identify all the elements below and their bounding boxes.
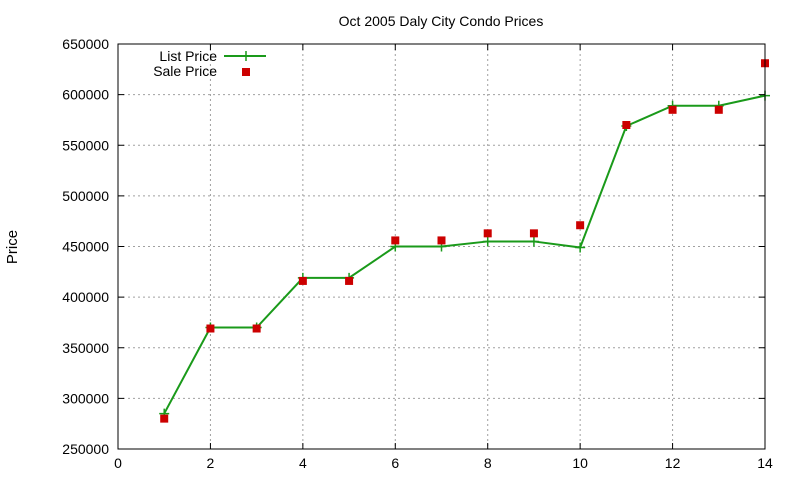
x-tick-label: 10 xyxy=(572,455,588,471)
y-tick-label: 250000 xyxy=(62,441,109,457)
legend: List Price Sale Price xyxy=(153,48,266,79)
legend-marker-list-price xyxy=(241,51,251,61)
sale-price-point xyxy=(622,121,631,129)
series-layer xyxy=(159,59,770,423)
sale-price-point xyxy=(298,276,307,285)
y-tick-label: 450000 xyxy=(62,239,109,255)
legend-label-list-price: List Price xyxy=(159,48,217,64)
sale-price-point xyxy=(206,324,215,333)
sale-price-point xyxy=(483,229,492,238)
y-tick-label: 400000 xyxy=(62,289,109,305)
y-axis-label: Price xyxy=(4,230,21,264)
list-price-point xyxy=(528,236,539,247)
x-tick-label: 14 xyxy=(757,455,773,471)
x-tick-label: 6 xyxy=(391,455,399,471)
sale-price-point xyxy=(160,414,169,423)
chart-title: Oct 2005 Daly City Condo Prices xyxy=(339,13,544,29)
x-tick-label: 0 xyxy=(114,455,122,471)
x-tick-label: 12 xyxy=(665,455,681,471)
y-tick-label: 650000 xyxy=(62,36,109,52)
sale-price-point xyxy=(391,236,400,245)
sale-price-point xyxy=(714,105,723,114)
list-price-line xyxy=(163,94,766,415)
x-tick-label: 4 xyxy=(299,455,307,471)
sale-price-point xyxy=(576,221,585,230)
sale-price-point xyxy=(345,276,354,285)
y-tick-label: 350000 xyxy=(62,340,109,356)
x-tick-label: 8 xyxy=(484,455,492,471)
y-tick-label: 500000 xyxy=(62,188,109,204)
sale-price-point xyxy=(437,236,446,245)
y-tick-label: 300000 xyxy=(62,390,109,406)
sale-price-point xyxy=(252,324,261,333)
sale-price-point xyxy=(668,105,677,114)
x-tick-label: 2 xyxy=(207,455,215,471)
list-price-point xyxy=(575,242,586,253)
y-tick-label: 550000 xyxy=(62,137,109,153)
ticks: 0 2 4 6 8 10 12 14 250000 300000 350000 400000 45000… xyxy=(62,36,773,471)
y-tick-label: 600000 xyxy=(62,87,109,103)
list-price-point xyxy=(482,236,493,247)
sale-price-point xyxy=(529,229,538,238)
legend-label-sale-price: Sale Price xyxy=(153,63,217,79)
legend-marker-sale-price xyxy=(242,68,250,76)
